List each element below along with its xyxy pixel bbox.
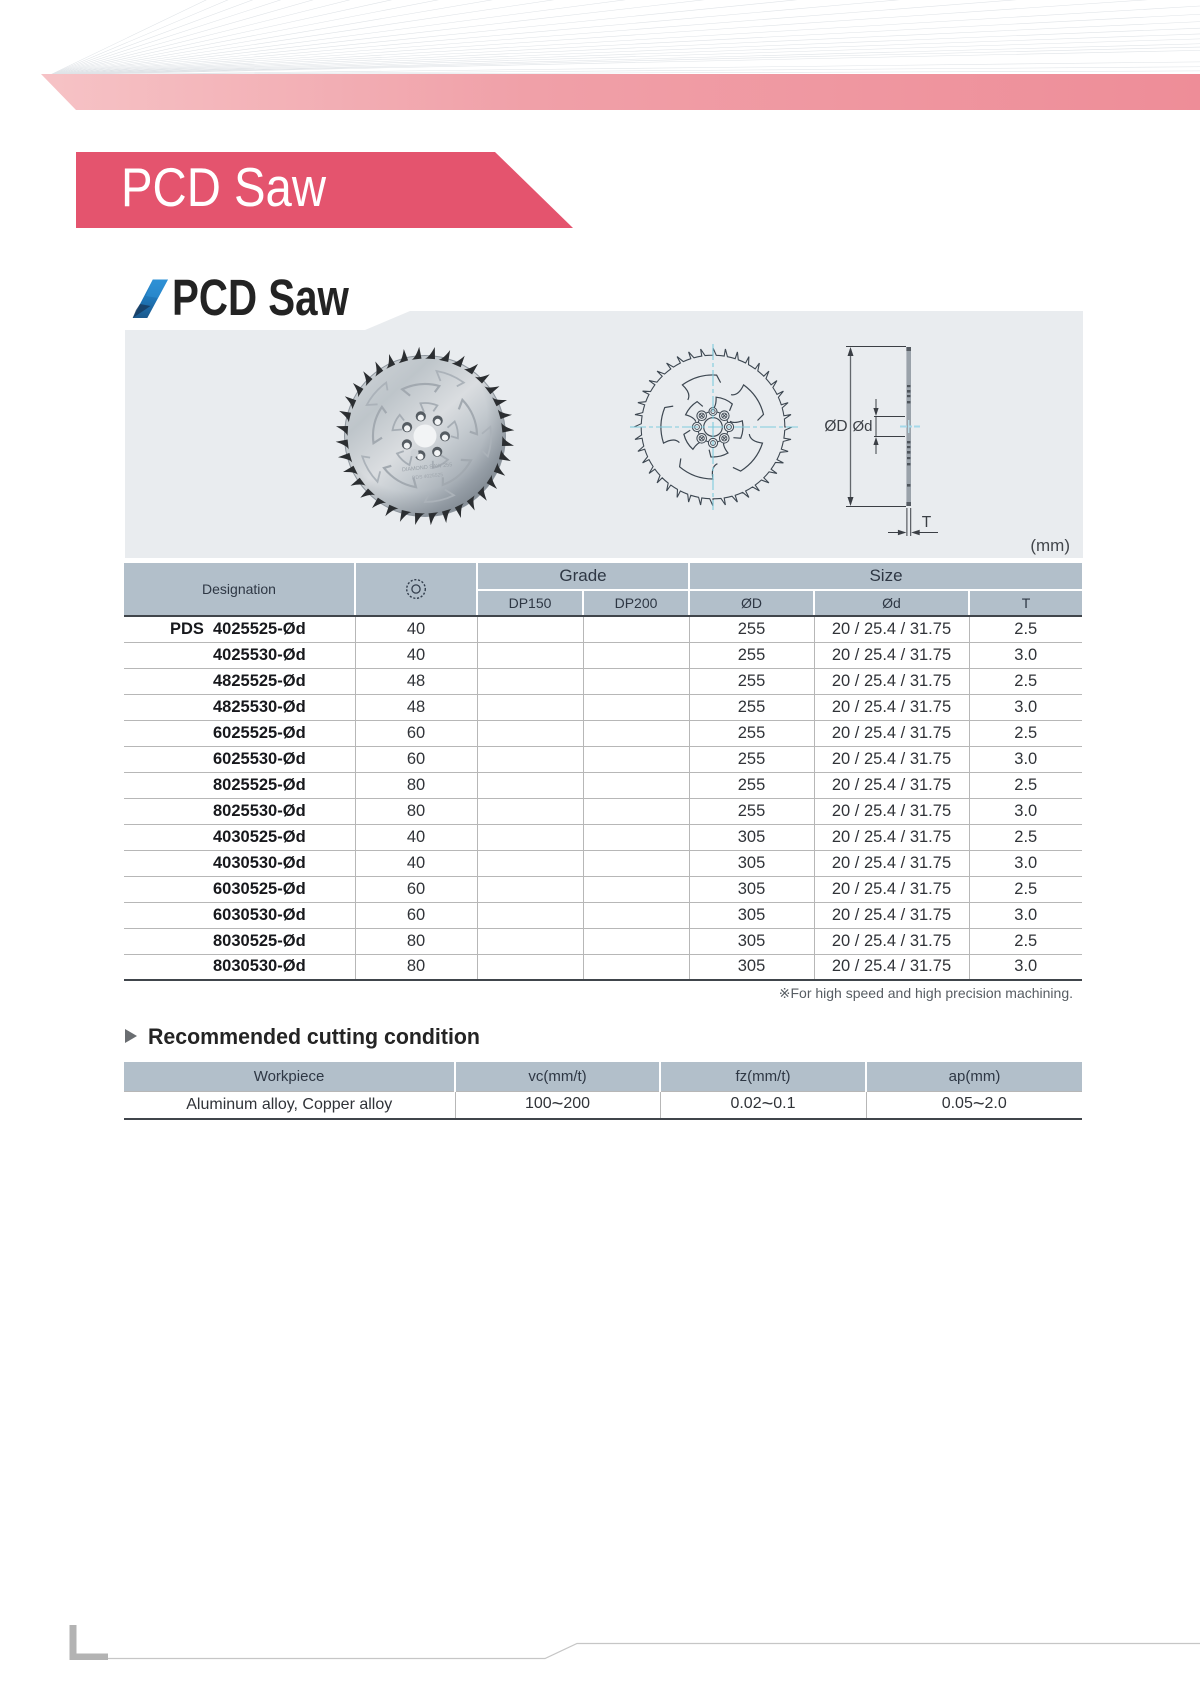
svg-text:ØD: ØD	[824, 418, 847, 435]
svg-text:T: T	[922, 514, 932, 531]
svg-text:DIAMOND SAW 255: DIAMOND SAW 255	[402, 462, 453, 473]
svg-text:Ød: Ød	[852, 418, 872, 435]
svg-text:PDS 4025525: PDS 4025525	[412, 472, 444, 481]
